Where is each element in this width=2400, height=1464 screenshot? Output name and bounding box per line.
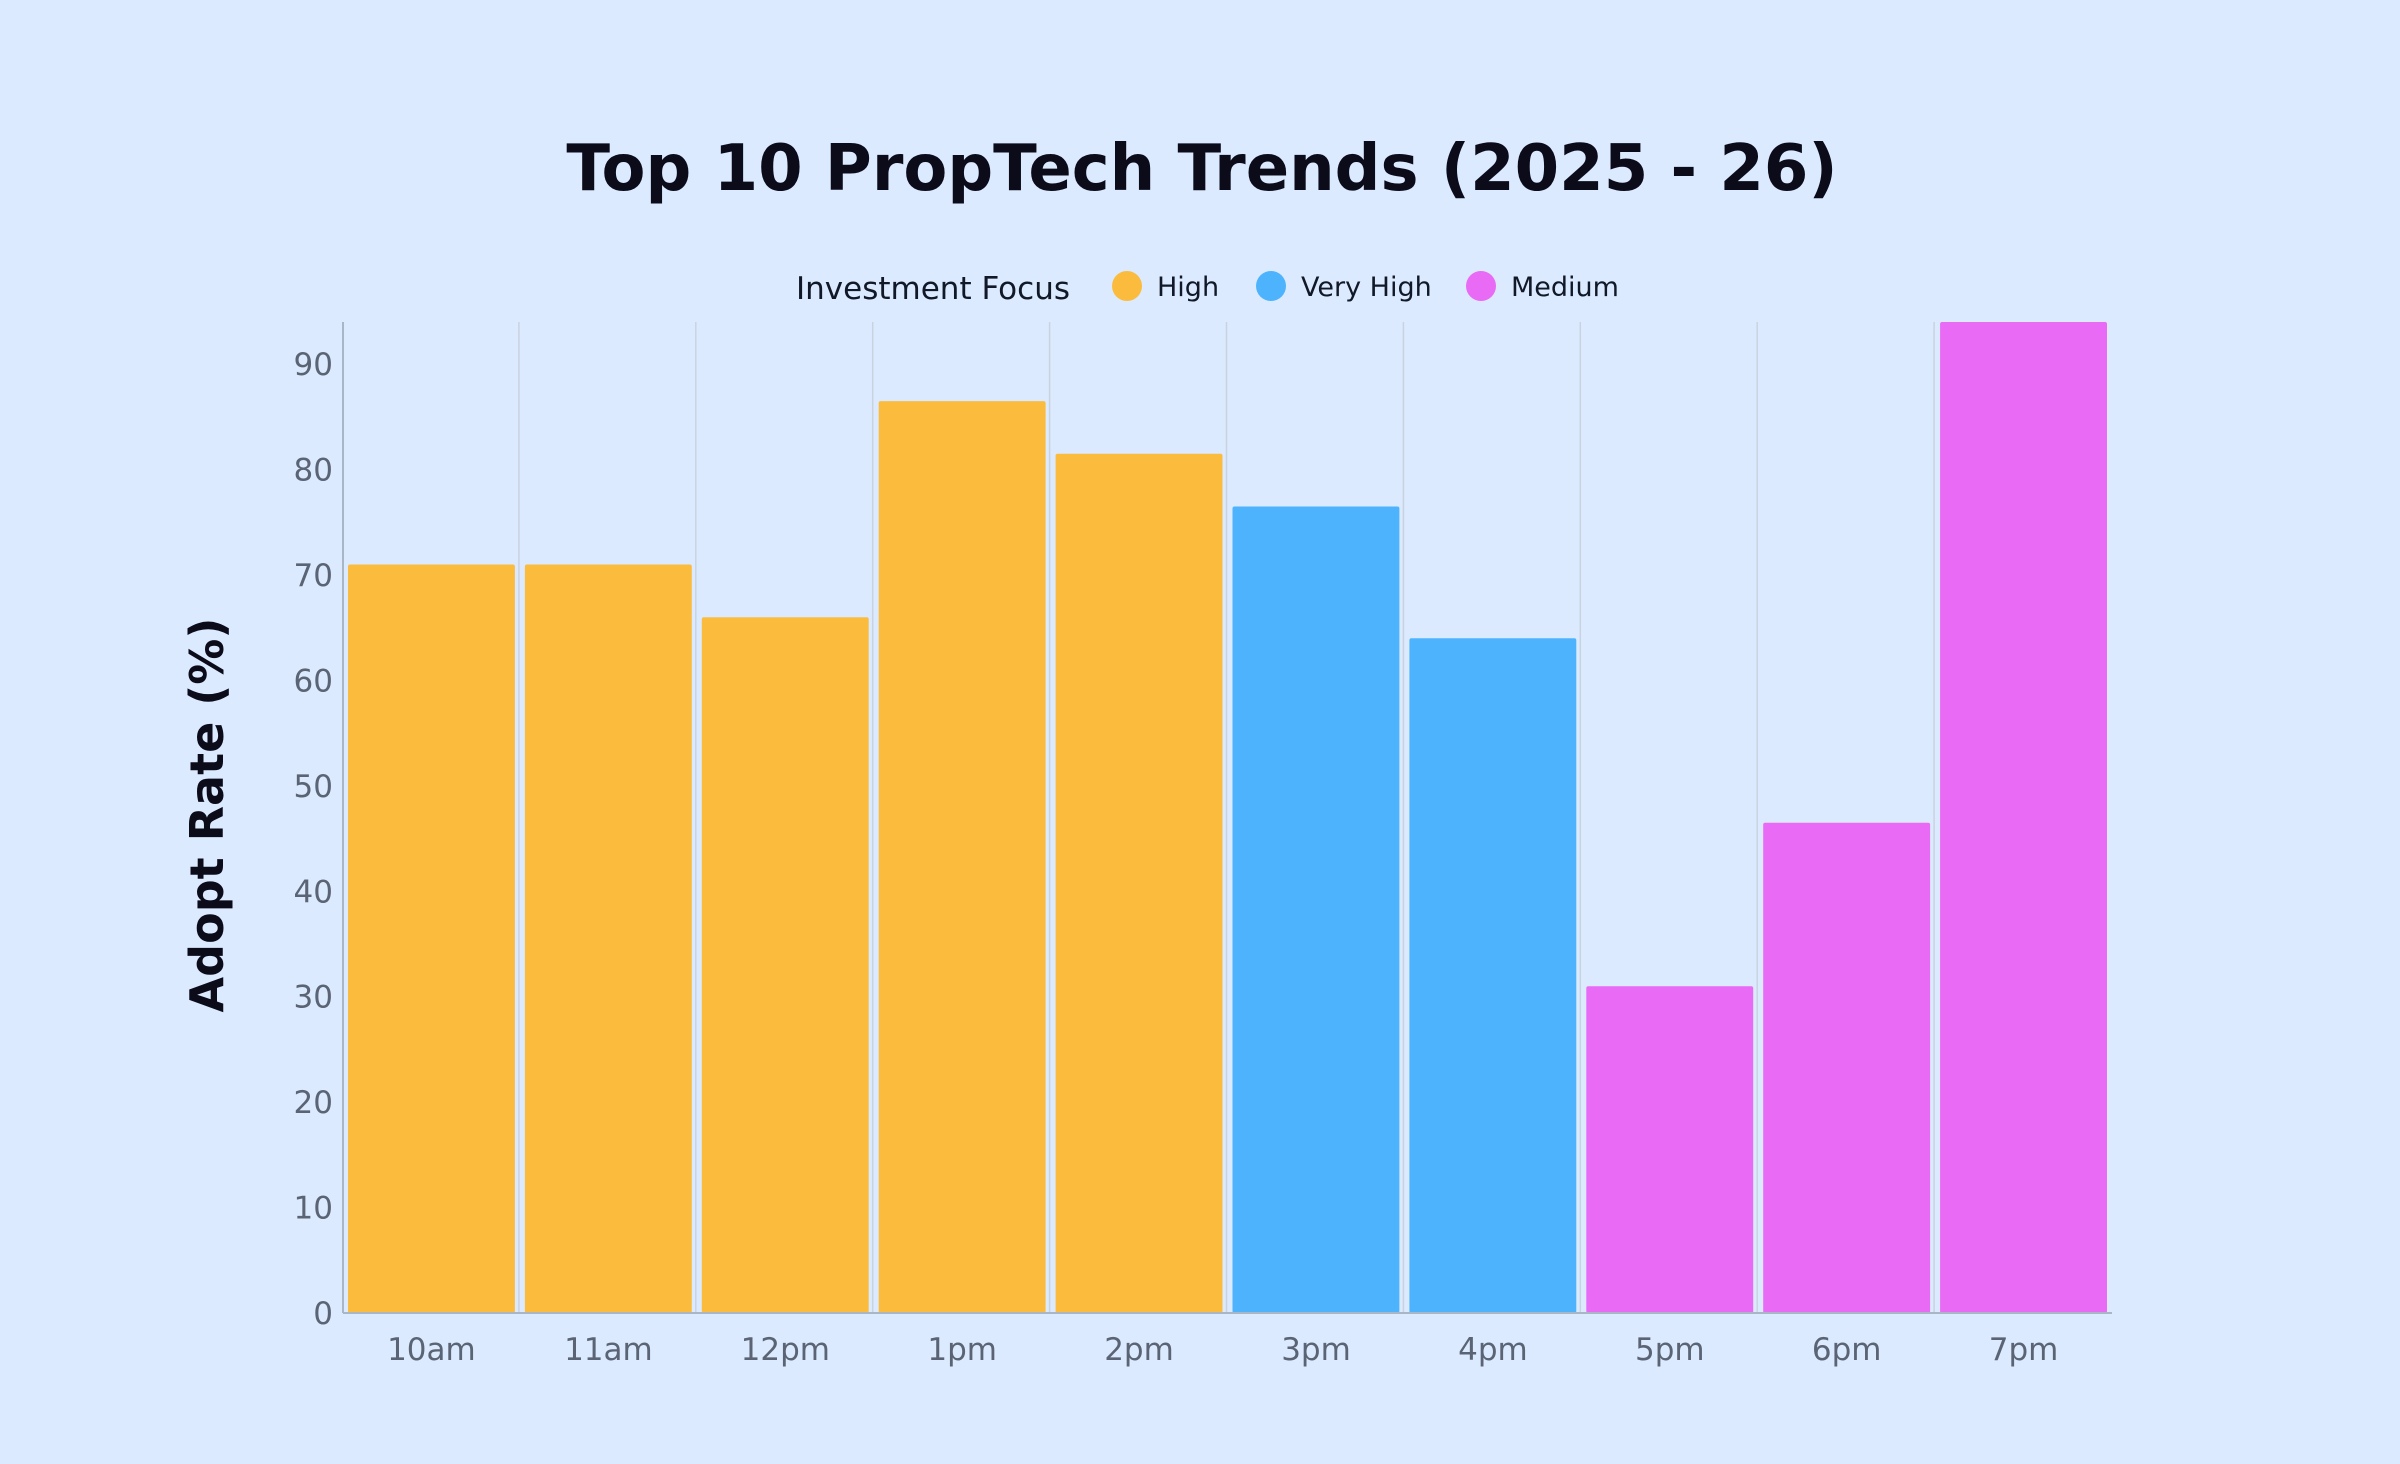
bar-11am[interactable] [524, 564, 692, 1314]
bar-1pm[interactable] [878, 401, 1046, 1314]
legend-item-high[interactable]: High [1112, 271, 1219, 303]
x-tick-label: 10am [387, 1332, 476, 1368]
bar-12pm[interactable] [701, 617, 869, 1313]
x-tick-label: 11am [564, 1332, 653, 1368]
bar-5pm[interactable] [1586, 986, 1754, 1313]
bar-7pm[interactable] [1940, 322, 2107, 1313]
x-tick-label: 12pm [741, 1332, 830, 1368]
x-tick-label: 7pm [1989, 1332, 2059, 1368]
y-tick-label: 30 [294, 980, 333, 1016]
x-tick-label: 2pm [1104, 1332, 1174, 1368]
legend-label: High [1157, 272, 1219, 303]
legend-item-medium[interactable]: Medium [1466, 271, 1619, 303]
x-tick-label: 1pm [927, 1332, 997, 1368]
legend: Investment Focus High Very High Medium [796, 271, 1619, 307]
y-tick-label: 60 [294, 663, 333, 699]
bar-3pm[interactable] [1232, 506, 1400, 1314]
legend-title: Investment Focus [796, 271, 1070, 307]
y-tick-label: 20 [294, 1085, 333, 1121]
y-tick-label: 0 [313, 1296, 333, 1332]
x-tick-label: 3pm [1281, 1332, 1351, 1368]
y-tick-label: 80 [294, 453, 333, 489]
bar-2pm[interactable] [1055, 453, 1223, 1313]
legend-label: Very High [1301, 272, 1432, 303]
x-tick-label: 6pm [1812, 1332, 1882, 1368]
y-tick-label: 10 [294, 1191, 333, 1227]
x-tick-label: 5pm [1635, 1332, 1705, 1368]
y-tick-label: 90 [294, 347, 333, 383]
legend-item-very-high[interactable]: Very High [1256, 271, 1432, 303]
legend-swatch [1466, 271, 1496, 301]
x-tick-label: 4pm [1458, 1332, 1528, 1368]
bar-4pm[interactable] [1409, 638, 1577, 1313]
bar-6pm[interactable] [1763, 822, 1931, 1313]
y-tick-label: 70 [294, 558, 333, 594]
y-tick-label: 40 [294, 874, 333, 910]
y-axis-title: Adopt Rate (%) [180, 618, 234, 1013]
legend-swatch [1256, 271, 1286, 301]
bar-10am[interactable] [348, 564, 515, 1314]
legend-label: Medium [1511, 272, 1619, 303]
y-tick-label: 50 [294, 769, 333, 805]
legend-swatch [1112, 271, 1142, 301]
chart-title: Top 10 PropTech Trends (2025 - 26) [566, 132, 1837, 206]
